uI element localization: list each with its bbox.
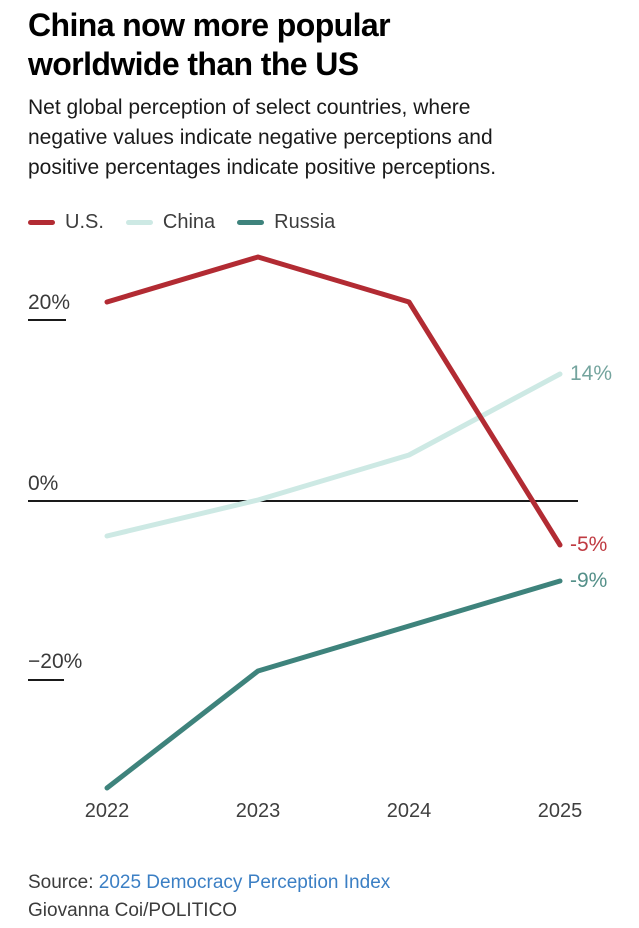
y-axis-label-neg20: −20% (28, 650, 83, 673)
series-line-china (104, 371, 563, 539)
end-label-china: 14% (570, 362, 613, 385)
source-link[interactable]: 2025 Democracy Perception Index (98, 872, 391, 893)
x-axis-label-2025: 2025 (537, 800, 583, 822)
legend-label-china: China (162, 211, 216, 233)
end-label-russia: -9% (570, 569, 608, 592)
legend-label-us: U.S. (65, 211, 104, 233)
page-title-line-1: China now more popular (28, 7, 391, 43)
legend-swatch-china (125, 220, 153, 225)
page-title: China now more popular worldwide than th… (28, 6, 391, 84)
x-axis-label-2024: 2024 (386, 800, 432, 822)
series-line-russia (104, 578, 563, 791)
source-line: Source: 2025 Democracy Perception Index (28, 872, 390, 894)
subtitle-line-3: positive percentages indicate positive p… (28, 156, 497, 179)
x-axis-label-2023: 2023 (235, 800, 281, 822)
y-axis-label-0: 0% (28, 472, 59, 495)
chart-subtitle: Net global perception of select countrie… (28, 93, 496, 183)
byline: Giovanna Coi/POLITICO (28, 900, 238, 921)
legend-label-russia: Russia (274, 211, 336, 233)
page-title-line-2: worldwide than the US (28, 46, 359, 82)
legend-item-russia: Russia (237, 211, 335, 234)
subtitle-line-1: Net global perception of select countrie… (28, 96, 471, 119)
legend-swatch-russia (237, 220, 265, 225)
y-axis-label-20: 20% (28, 291, 71, 314)
source-prefix: Source: (28, 872, 99, 893)
x-axis-label-2022: 2022 (84, 800, 130, 822)
legend: U.S. China Russia (28, 211, 357, 234)
legend-swatch-us (28, 220, 55, 225)
series-line-us (104, 254, 563, 548)
end-label-us: -5% (570, 533, 608, 556)
legend-item-china: China (125, 211, 216, 234)
subtitle-line-2: negative values indicate negative percep… (28, 126, 493, 149)
legend-item-us: U.S. (28, 211, 104, 234)
